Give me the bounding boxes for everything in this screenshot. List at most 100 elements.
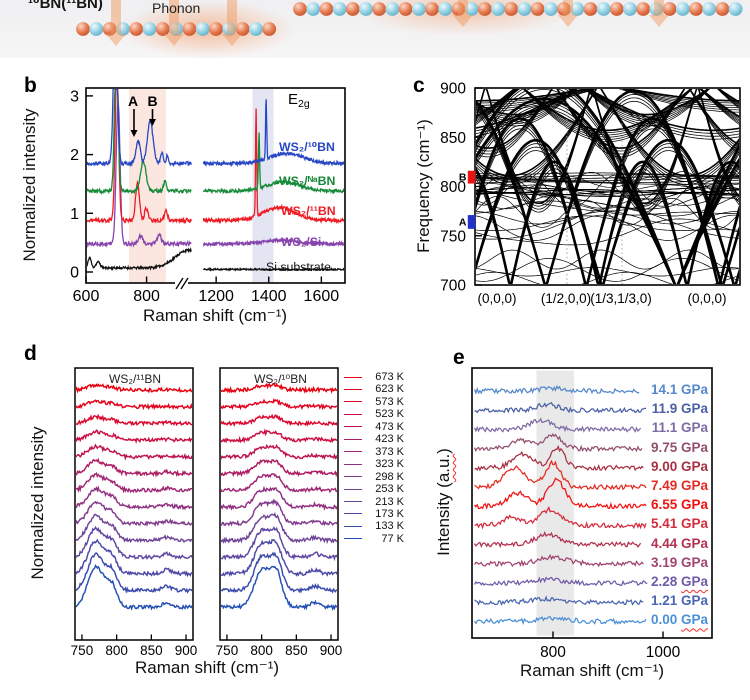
- phonon-band: [476, 89, 739, 113]
- chart-d: 750 800 850 900 750 800 850 900: [71, 367, 343, 658]
- boron-atom: [155, 22, 170, 36]
- phonon-band: [476, 89, 739, 136]
- legend-item: 473 K: [344, 421, 404, 433]
- chart-c-ylabel: Frequency (cm⁻¹): [414, 119, 433, 253]
- spectrum-curve: [76, 443, 192, 461]
- legend-swatch: [344, 401, 362, 403]
- phonon-arrowhead-icon: [649, 15, 669, 27]
- tick-label: 800: [250, 643, 273, 658]
- phonon-band: [476, 188, 739, 194]
- phonon-arrowhead-icon: [222, 34, 242, 46]
- phonon-band: [476, 171, 739, 284]
- legend-item: 523 K: [344, 408, 404, 420]
- phonon-band: [476, 89, 739, 127]
- legend-item: 373 K: [344, 446, 404, 458]
- spectrum-curve: [473, 553, 644, 568]
- phonon-arrow-icon: [563, 0, 573, 15]
- tick-label: B: [147, 93, 157, 109]
- nitrogen-atom: [306, 2, 321, 16]
- tick-label: (0,0,0): [477, 291, 516, 306]
- panel-label-b: b: [24, 74, 37, 97]
- pressure-label: 1.21 GPa: [650, 593, 708, 609]
- panel-label-e: e: [453, 346, 465, 369]
- tick-label: 1200: [198, 288, 234, 305]
- chart-c-bands: [476, 89, 739, 284]
- spectrum-curve: [202, 132, 344, 195]
- pressure-label: 9.75 GPa: [650, 439, 708, 455]
- legend-item: 573 K: [344, 396, 404, 408]
- phonon-band: [476, 89, 739, 284]
- spectrum-curve: [87, 89, 192, 225]
- nitrogen-atom: [675, 2, 690, 16]
- nitrogen-atom: [702, 2, 717, 16]
- spectrum-curve: [221, 473, 337, 494]
- phonon-band: [476, 89, 739, 143]
- tick-label: 750: [440, 228, 466, 245]
- legend-swatch: [344, 451, 362, 453]
- chart-e-xlabel: Raman shift (cm⁻¹): [519, 661, 665, 680]
- legend-label: 523 K: [375, 408, 404, 421]
- shaded-band: [129, 89, 166, 282]
- tick-label: A: [128, 93, 138, 109]
- legend-label: 298 K: [375, 470, 404, 483]
- nitrogen-atom: [249, 22, 263, 36]
- pressure-label: 11.9 GPa: [651, 401, 708, 417]
- phonon-band: [476, 89, 739, 118]
- boron-atom: [689, 2, 703, 16]
- spectrum-curve: [87, 246, 192, 271]
- spectrum-curve: [87, 100, 192, 249]
- spectrum-curve: [474, 444, 644, 472]
- tick-label: 2: [70, 147, 79, 164]
- spectrum-curve: [473, 530, 642, 549]
- series-label: WS₂/¹¹BN: [281, 204, 336, 218]
- boron-atom: [235, 22, 250, 36]
- series-label: Si substrate: [266, 260, 331, 274]
- phonon-band: [476, 89, 739, 120]
- boron-atom: [609, 2, 624, 16]
- legend-label: 213 K: [375, 495, 404, 508]
- tick-label: 700: [440, 278, 466, 295]
- legend-swatch: [344, 463, 362, 465]
- phonon-arrowhead-icon: [453, 15, 473, 27]
- tick-label: 800: [105, 643, 128, 658]
- panel-label-d: d: [24, 342, 37, 365]
- boron-atom: [636, 2, 651, 16]
- pressure-label: 6.55 GPa: [650, 497, 708, 513]
- tick-label: 1400: [251, 288, 287, 305]
- spectrum-curve: [221, 525, 337, 562]
- spectrum-curve: [87, 89, 192, 168]
- legend-label: 473 K: [375, 420, 404, 433]
- nitrogen-atom: [385, 2, 400, 16]
- nitrogen-atom: [359, 2, 373, 16]
- tick-label: (0,0,0): [687, 291, 726, 306]
- boron-atom: [129, 22, 144, 36]
- spectrum-curve: [76, 538, 192, 578]
- phonon-band: [476, 207, 739, 240]
- tick-label: E2g: [288, 91, 310, 110]
- tick-label: 1000: [646, 644, 681, 661]
- spectrum-curve: [221, 459, 337, 478]
- chart-d-ylabel: Normalized intensity: [28, 426, 47, 580]
- spectrum-curve: [473, 384, 640, 395]
- spectrum-curve: [221, 538, 337, 577]
- pressure-label: 9.00 GPa: [650, 458, 708, 474]
- spectrum-curve: [474, 505, 647, 530]
- phonon-arrow-icon: [458, 0, 468, 15]
- tick-label: A: [459, 216, 467, 228]
- spectrum-curve: [76, 563, 192, 611]
- tick-label: 900: [320, 643, 343, 658]
- tick-label: 850: [285, 643, 308, 658]
- phonon-arrow-icon: [654, 0, 664, 15]
- tick-label: 800: [133, 288, 160, 305]
- mode-marker-b: [467, 170, 476, 184]
- shaded-band: [536, 370, 574, 636]
- boron-atom: [182, 22, 197, 36]
- phonon-arrowhead-icon: [558, 15, 578, 27]
- boron-atom: [398, 2, 413, 16]
- spectrum-curve: [221, 428, 337, 444]
- phonon-arrow-icon: [111, 0, 121, 34]
- spectrum-curve: [473, 576, 648, 587]
- phonon-band: [476, 187, 739, 193]
- pressure-label: 0.00 GPa: [650, 612, 708, 628]
